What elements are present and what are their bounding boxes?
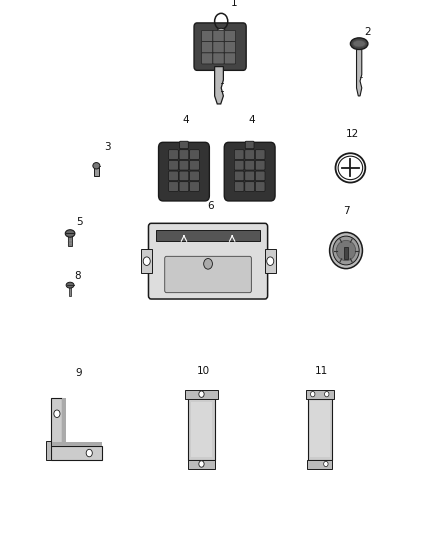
Bar <box>46 441 51 459</box>
FancyBboxPatch shape <box>159 142 209 201</box>
Bar <box>306 390 334 400</box>
Bar <box>310 401 330 457</box>
FancyBboxPatch shape <box>245 182 254 191</box>
FancyBboxPatch shape <box>234 160 244 170</box>
Text: 11: 11 <box>315 366 328 376</box>
FancyBboxPatch shape <box>148 223 268 299</box>
FancyBboxPatch shape <box>245 150 254 159</box>
FancyBboxPatch shape <box>169 150 178 159</box>
FancyBboxPatch shape <box>255 182 265 191</box>
FancyBboxPatch shape <box>234 182 244 191</box>
Text: 3: 3 <box>104 142 111 152</box>
FancyBboxPatch shape <box>255 150 265 159</box>
Circle shape <box>267 257 274 265</box>
FancyBboxPatch shape <box>201 53 213 64</box>
Ellipse shape <box>336 240 356 261</box>
FancyBboxPatch shape <box>190 182 199 191</box>
FancyBboxPatch shape <box>190 171 199 181</box>
FancyBboxPatch shape <box>169 171 178 181</box>
Polygon shape <box>357 50 362 96</box>
Ellipse shape <box>336 153 365 182</box>
Ellipse shape <box>330 232 363 269</box>
Ellipse shape <box>333 236 359 265</box>
Ellipse shape <box>65 230 75 237</box>
Ellipse shape <box>66 282 74 288</box>
FancyBboxPatch shape <box>234 150 244 159</box>
FancyBboxPatch shape <box>245 141 254 149</box>
Text: 1: 1 <box>231 0 238 8</box>
FancyBboxPatch shape <box>213 30 224 42</box>
Bar <box>156 230 260 241</box>
FancyBboxPatch shape <box>201 42 213 53</box>
Circle shape <box>199 461 204 467</box>
Bar <box>191 402 212 456</box>
Text: 5: 5 <box>76 216 83 227</box>
FancyBboxPatch shape <box>179 171 189 181</box>
FancyBboxPatch shape <box>213 53 224 64</box>
FancyBboxPatch shape <box>180 141 188 149</box>
Polygon shape <box>215 67 223 104</box>
Ellipse shape <box>93 163 100 169</box>
Circle shape <box>199 391 204 398</box>
Circle shape <box>143 257 150 265</box>
Bar <box>68 232 72 246</box>
Bar <box>188 459 215 469</box>
FancyBboxPatch shape <box>224 142 275 201</box>
Bar <box>344 247 348 259</box>
Bar <box>94 167 99 176</box>
Text: 10: 10 <box>197 366 210 376</box>
Ellipse shape <box>217 28 225 34</box>
FancyBboxPatch shape <box>179 160 189 170</box>
Circle shape <box>54 410 60 417</box>
Bar <box>265 249 276 273</box>
Text: 7: 7 <box>343 206 350 216</box>
Circle shape <box>204 259 212 269</box>
Text: 4: 4 <box>248 115 255 125</box>
FancyBboxPatch shape <box>255 171 265 181</box>
FancyBboxPatch shape <box>190 160 199 170</box>
Text: 4: 4 <box>183 115 190 125</box>
FancyBboxPatch shape <box>224 53 236 64</box>
FancyBboxPatch shape <box>169 182 178 191</box>
Bar <box>141 249 152 273</box>
FancyBboxPatch shape <box>234 171 244 181</box>
Text: 8: 8 <box>74 271 81 281</box>
Bar <box>307 459 332 469</box>
Text: 2: 2 <box>364 27 371 37</box>
FancyBboxPatch shape <box>169 160 178 170</box>
Bar <box>62 399 66 447</box>
Circle shape <box>325 391 329 397</box>
Ellipse shape <box>353 41 365 47</box>
Circle shape <box>86 449 92 457</box>
FancyBboxPatch shape <box>213 42 224 53</box>
Bar <box>51 399 62 447</box>
Text: 12: 12 <box>346 128 359 139</box>
FancyBboxPatch shape <box>179 150 189 159</box>
Text: 9: 9 <box>75 368 82 378</box>
FancyBboxPatch shape <box>224 30 236 42</box>
FancyBboxPatch shape <box>224 42 236 53</box>
FancyBboxPatch shape <box>255 160 265 170</box>
Bar <box>69 284 71 296</box>
Circle shape <box>324 461 328 467</box>
FancyBboxPatch shape <box>194 23 246 70</box>
Bar <box>51 446 102 459</box>
Ellipse shape <box>350 38 368 50</box>
FancyBboxPatch shape <box>245 171 254 181</box>
Bar <box>51 442 102 447</box>
FancyBboxPatch shape <box>179 182 189 191</box>
FancyBboxPatch shape <box>201 30 213 42</box>
Bar <box>307 399 332 459</box>
FancyBboxPatch shape <box>190 150 199 159</box>
Circle shape <box>311 391 315 397</box>
FancyBboxPatch shape <box>165 256 251 293</box>
Bar <box>185 390 218 400</box>
Text: 6: 6 <box>207 200 214 211</box>
Bar <box>188 399 215 459</box>
FancyBboxPatch shape <box>245 160 254 170</box>
Ellipse shape <box>338 156 363 180</box>
